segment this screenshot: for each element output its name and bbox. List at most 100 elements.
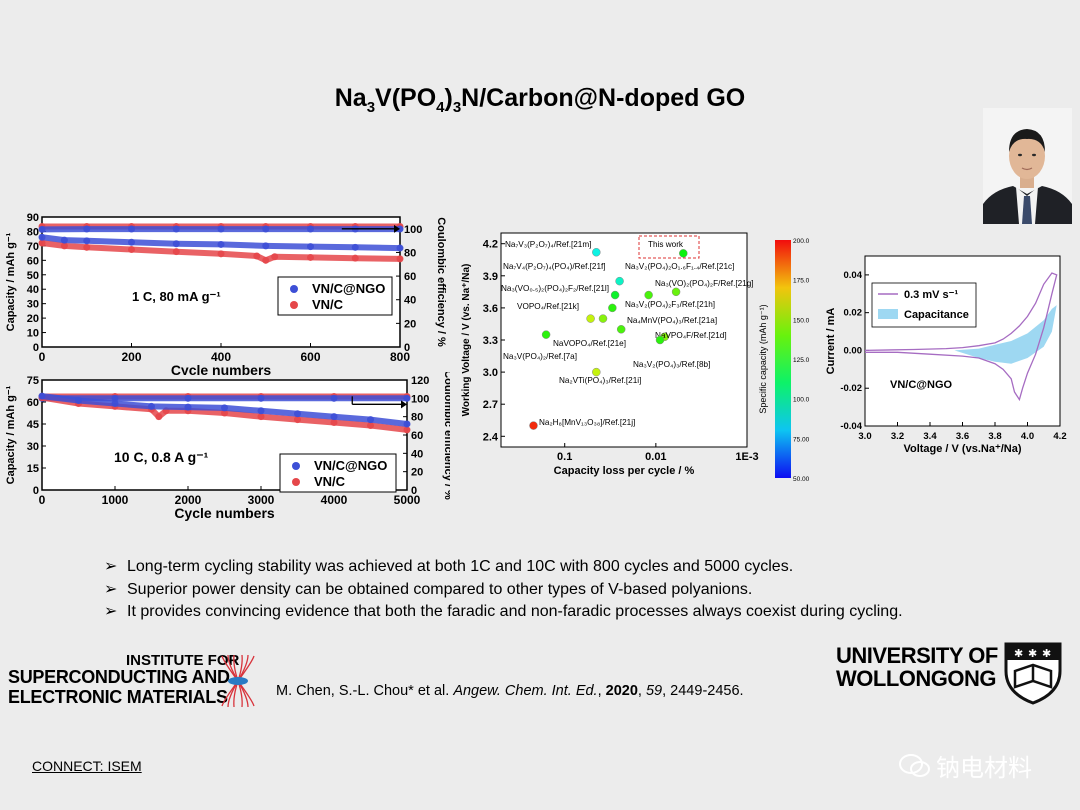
- x-axis-label: Capacity loss per cycle / %: [554, 465, 695, 477]
- x-axis-label: Cycle numbers: [174, 505, 275, 521]
- svg-text:✱: ✱: [1028, 648, 1037, 660]
- comparison-point: [679, 249, 688, 258]
- comparison-point-label: Na₃V(PO₄)₂/Ref.[7a]: [503, 352, 577, 361]
- data-point: [155, 413, 163, 421]
- data-point: [221, 409, 228, 417]
- data-point: [351, 243, 359, 251]
- legend-label: VN/C@NGO: [314, 458, 387, 473]
- comparison-point-label: Na₃(VO₀.₅)₂(PO₄)₂F₂/Ref.[21l]: [501, 284, 609, 293]
- x-tick-label: 3.2: [891, 431, 904, 442]
- data-point: [60, 236, 68, 244]
- data-point: [38, 392, 46, 400]
- data-point: [330, 413, 338, 421]
- svg-text:✱: ✱: [1014, 648, 1023, 660]
- colorbar-tick-label: 150.0: [793, 317, 810, 324]
- comparison-point-label: Na₃(VO)₂(PO₄)₂F/Ref.[21g]: [655, 279, 754, 288]
- y-axis-label: Capacity / mAh g⁻¹: [5, 232, 17, 331]
- x-tick-label: 5000: [394, 493, 421, 507]
- y-tick-label: 20: [27, 313, 39, 325]
- comparison-point-label: Na₇V₃(P₂O₇)₄/Ref.[21m]: [505, 240, 591, 249]
- x-tick-label: 2000: [175, 493, 202, 507]
- comparison-point: [644, 290, 653, 300]
- y-tick-label: 3.6: [483, 303, 498, 315]
- bullet-list: ➢ Long-term cycling stability was achieve…: [104, 556, 903, 624]
- bullet-item: ➢ Superior power density can be obtained …: [104, 580, 753, 598]
- y-tick-label: 2.7: [483, 399, 498, 411]
- data-point: [396, 225, 404, 233]
- x-axis-label: Cycle numbers: [171, 362, 272, 375]
- data-point: [403, 420, 411, 428]
- comparison-point-label: NaVPO₄F/Ref.[21d]: [655, 331, 727, 340]
- y-tick-label: 45: [27, 419, 39, 431]
- chart-cycling-1c: 0 200 400 600 800010203040506070809002040608…: [5, 212, 447, 375]
- x-tick-label: 0: [39, 493, 46, 507]
- data-point: [172, 248, 180, 256]
- data-point: [330, 394, 338, 402]
- x-tick-label: 3.8: [988, 431, 1001, 442]
- chart-ragone-comparison: 0.1 0.01 1E-3 2.4 2.7 3.0 3.3 3.6 3.9 4.2 Capacity…: [461, 232, 810, 483]
- data-point: [128, 238, 135, 246]
- data-point: [367, 416, 374, 424]
- chart-annotation: 1 C, 80 mA g⁻¹: [132, 289, 221, 304]
- data-point: [262, 225, 270, 233]
- data-point: [330, 419, 338, 427]
- series-line-capacity: [39, 234, 403, 252]
- data-point: [403, 394, 411, 402]
- ce-axis-arrowhead: [394, 224, 400, 233]
- data-point: [148, 402, 155, 410]
- data-point: [367, 421, 374, 429]
- data-point: [307, 225, 314, 233]
- y-tick-label: 0.00: [844, 345, 863, 356]
- y2-tick-label: 60: [404, 271, 416, 283]
- comparison-point: [529, 421, 538, 430]
- comparison-point-label: Na₃V₂(PO₄)₃/Ref.[8b]: [633, 360, 710, 369]
- y2-axis-label: Coulombic efficiency / %: [435, 217, 447, 347]
- y2-tick-label: 0: [411, 485, 417, 497]
- legend-label: Capacitance: [904, 309, 969, 321]
- data-point: [38, 239, 46, 247]
- data-point: [396, 255, 404, 263]
- bullet-item: ➢ Long-term cycling stability was achieve…: [104, 558, 794, 575]
- x-tick-label: 600: [300, 350, 320, 364]
- comparison-point: [608, 303, 617, 313]
- y-tick-label: 3.0: [483, 367, 498, 379]
- data-point: [83, 225, 91, 233]
- data-point: [262, 242, 270, 250]
- connect-link[interactable]: CONNECT: ISEM: [32, 758, 142, 774]
- slide-title: Na3V(PO4)3N/Carbon@N-doped GO: [334, 84, 746, 116]
- author-photo: [983, 108, 1072, 224]
- data-point: [221, 404, 228, 412]
- data-point: [217, 240, 225, 248]
- citation: M. Chen, S.-L. Chou* et al. Angew. Chem.…: [276, 683, 744, 699]
- y-tick-label: 50: [27, 270, 39, 282]
- y-axis-label: Current / mA: [825, 308, 837, 375]
- legend-swatch: [878, 309, 898, 319]
- x-tick-label: 0: [39, 350, 46, 364]
- y2-axis-label: Coulombic efficiency / %: [442, 372, 450, 500]
- y2-tick-label: 100: [404, 224, 422, 236]
- y-axis-label: Working Voltage / V (vs. Na⁺/Na): [461, 264, 472, 417]
- y-tick-label: 90: [27, 212, 39, 224]
- data-point: [257, 394, 265, 402]
- y-tick-label: 0: [33, 485, 39, 497]
- data-point: [257, 407, 265, 415]
- y-tick-label: 70: [27, 241, 39, 253]
- chart-annotation: VN/C@NGO: [890, 379, 953, 391]
- wechat-watermark: 钠电材料: [898, 748, 1032, 783]
- comparison-point: [616, 325, 626, 334]
- x-tick-label: 4000: [321, 493, 348, 507]
- y-tick-label: 2.4: [483, 431, 499, 443]
- data-point: [172, 240, 180, 248]
- y-tick-label: 0.02: [844, 308, 863, 319]
- data-point: [257, 413, 265, 421]
- y2-tick-label: 20: [404, 318, 416, 330]
- colorbar-tick-label: 75.00: [793, 436, 810, 443]
- chart-annotation: 10 C, 0.8 A g⁻¹: [114, 449, 209, 465]
- isem-logo: INSTITUTE FOR SUPERCONDUCTING AND ELECTR…: [8, 652, 255, 710]
- y2-tick-label: 100: [411, 393, 429, 405]
- this-work-highlight: [638, 235, 700, 259]
- colorbar-tick-label: 100.0: [793, 397, 810, 404]
- y-tick-label: 0: [33, 342, 39, 354]
- y2-tick-label: 0: [404, 342, 410, 354]
